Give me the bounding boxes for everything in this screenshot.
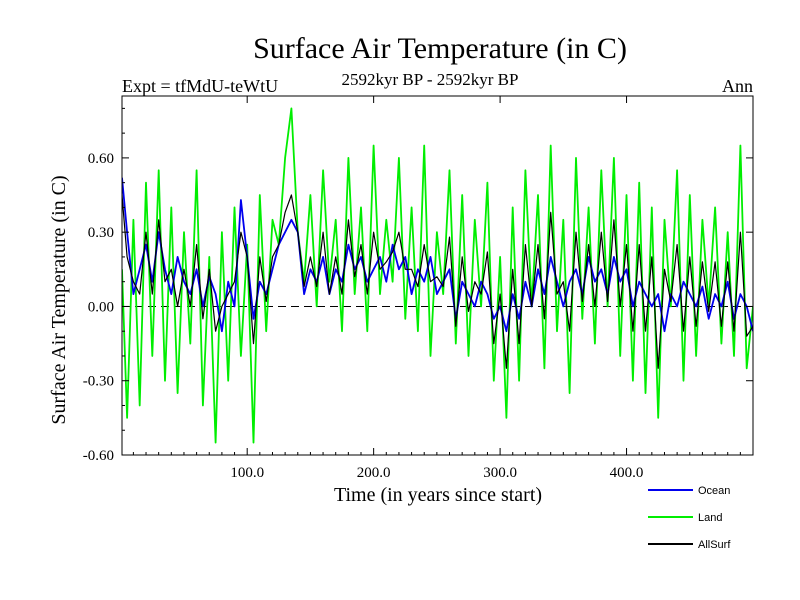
x-tick-label: 100.0 bbox=[230, 465, 264, 481]
y-tick-label: 0.30 bbox=[88, 225, 114, 241]
x-tick-label: 200.0 bbox=[357, 465, 391, 481]
legend-allsurf-label: AllSurf bbox=[698, 539, 731, 551]
chart-title: Surface Air Temperature (in C) bbox=[253, 32, 627, 65]
series-line-land bbox=[122, 107, 753, 444]
y-axis-label: Surface Air Temperature (in C) bbox=[48, 175, 70, 424]
legend-land-label: Land bbox=[698, 512, 722, 524]
y-tick-label: 0.60 bbox=[88, 151, 114, 167]
time-range-label: 2592kyr BP - 2592kyr BP bbox=[342, 70, 519, 89]
y-tick-label: -0.30 bbox=[83, 374, 114, 390]
experiment-label: Expt = tfMdU-teWtU bbox=[122, 76, 278, 96]
y-tick-label: 0.00 bbox=[88, 299, 114, 315]
x-axis-label: Time (in years since start) bbox=[334, 484, 542, 506]
series-line-allsurf bbox=[122, 194, 753, 369]
y-tick-label: -0.60 bbox=[83, 448, 114, 464]
x-tick-label: 300.0 bbox=[483, 465, 517, 481]
x-tick-label: 400.0 bbox=[610, 465, 644, 481]
legend: Ocean Land AllSurf bbox=[648, 485, 731, 551]
legend-ocean-label: Ocean bbox=[698, 485, 730, 497]
plot-frame bbox=[121, 95, 754, 456]
season-label: Ann bbox=[722, 76, 753, 96]
series-line-ocean bbox=[122, 177, 753, 333]
